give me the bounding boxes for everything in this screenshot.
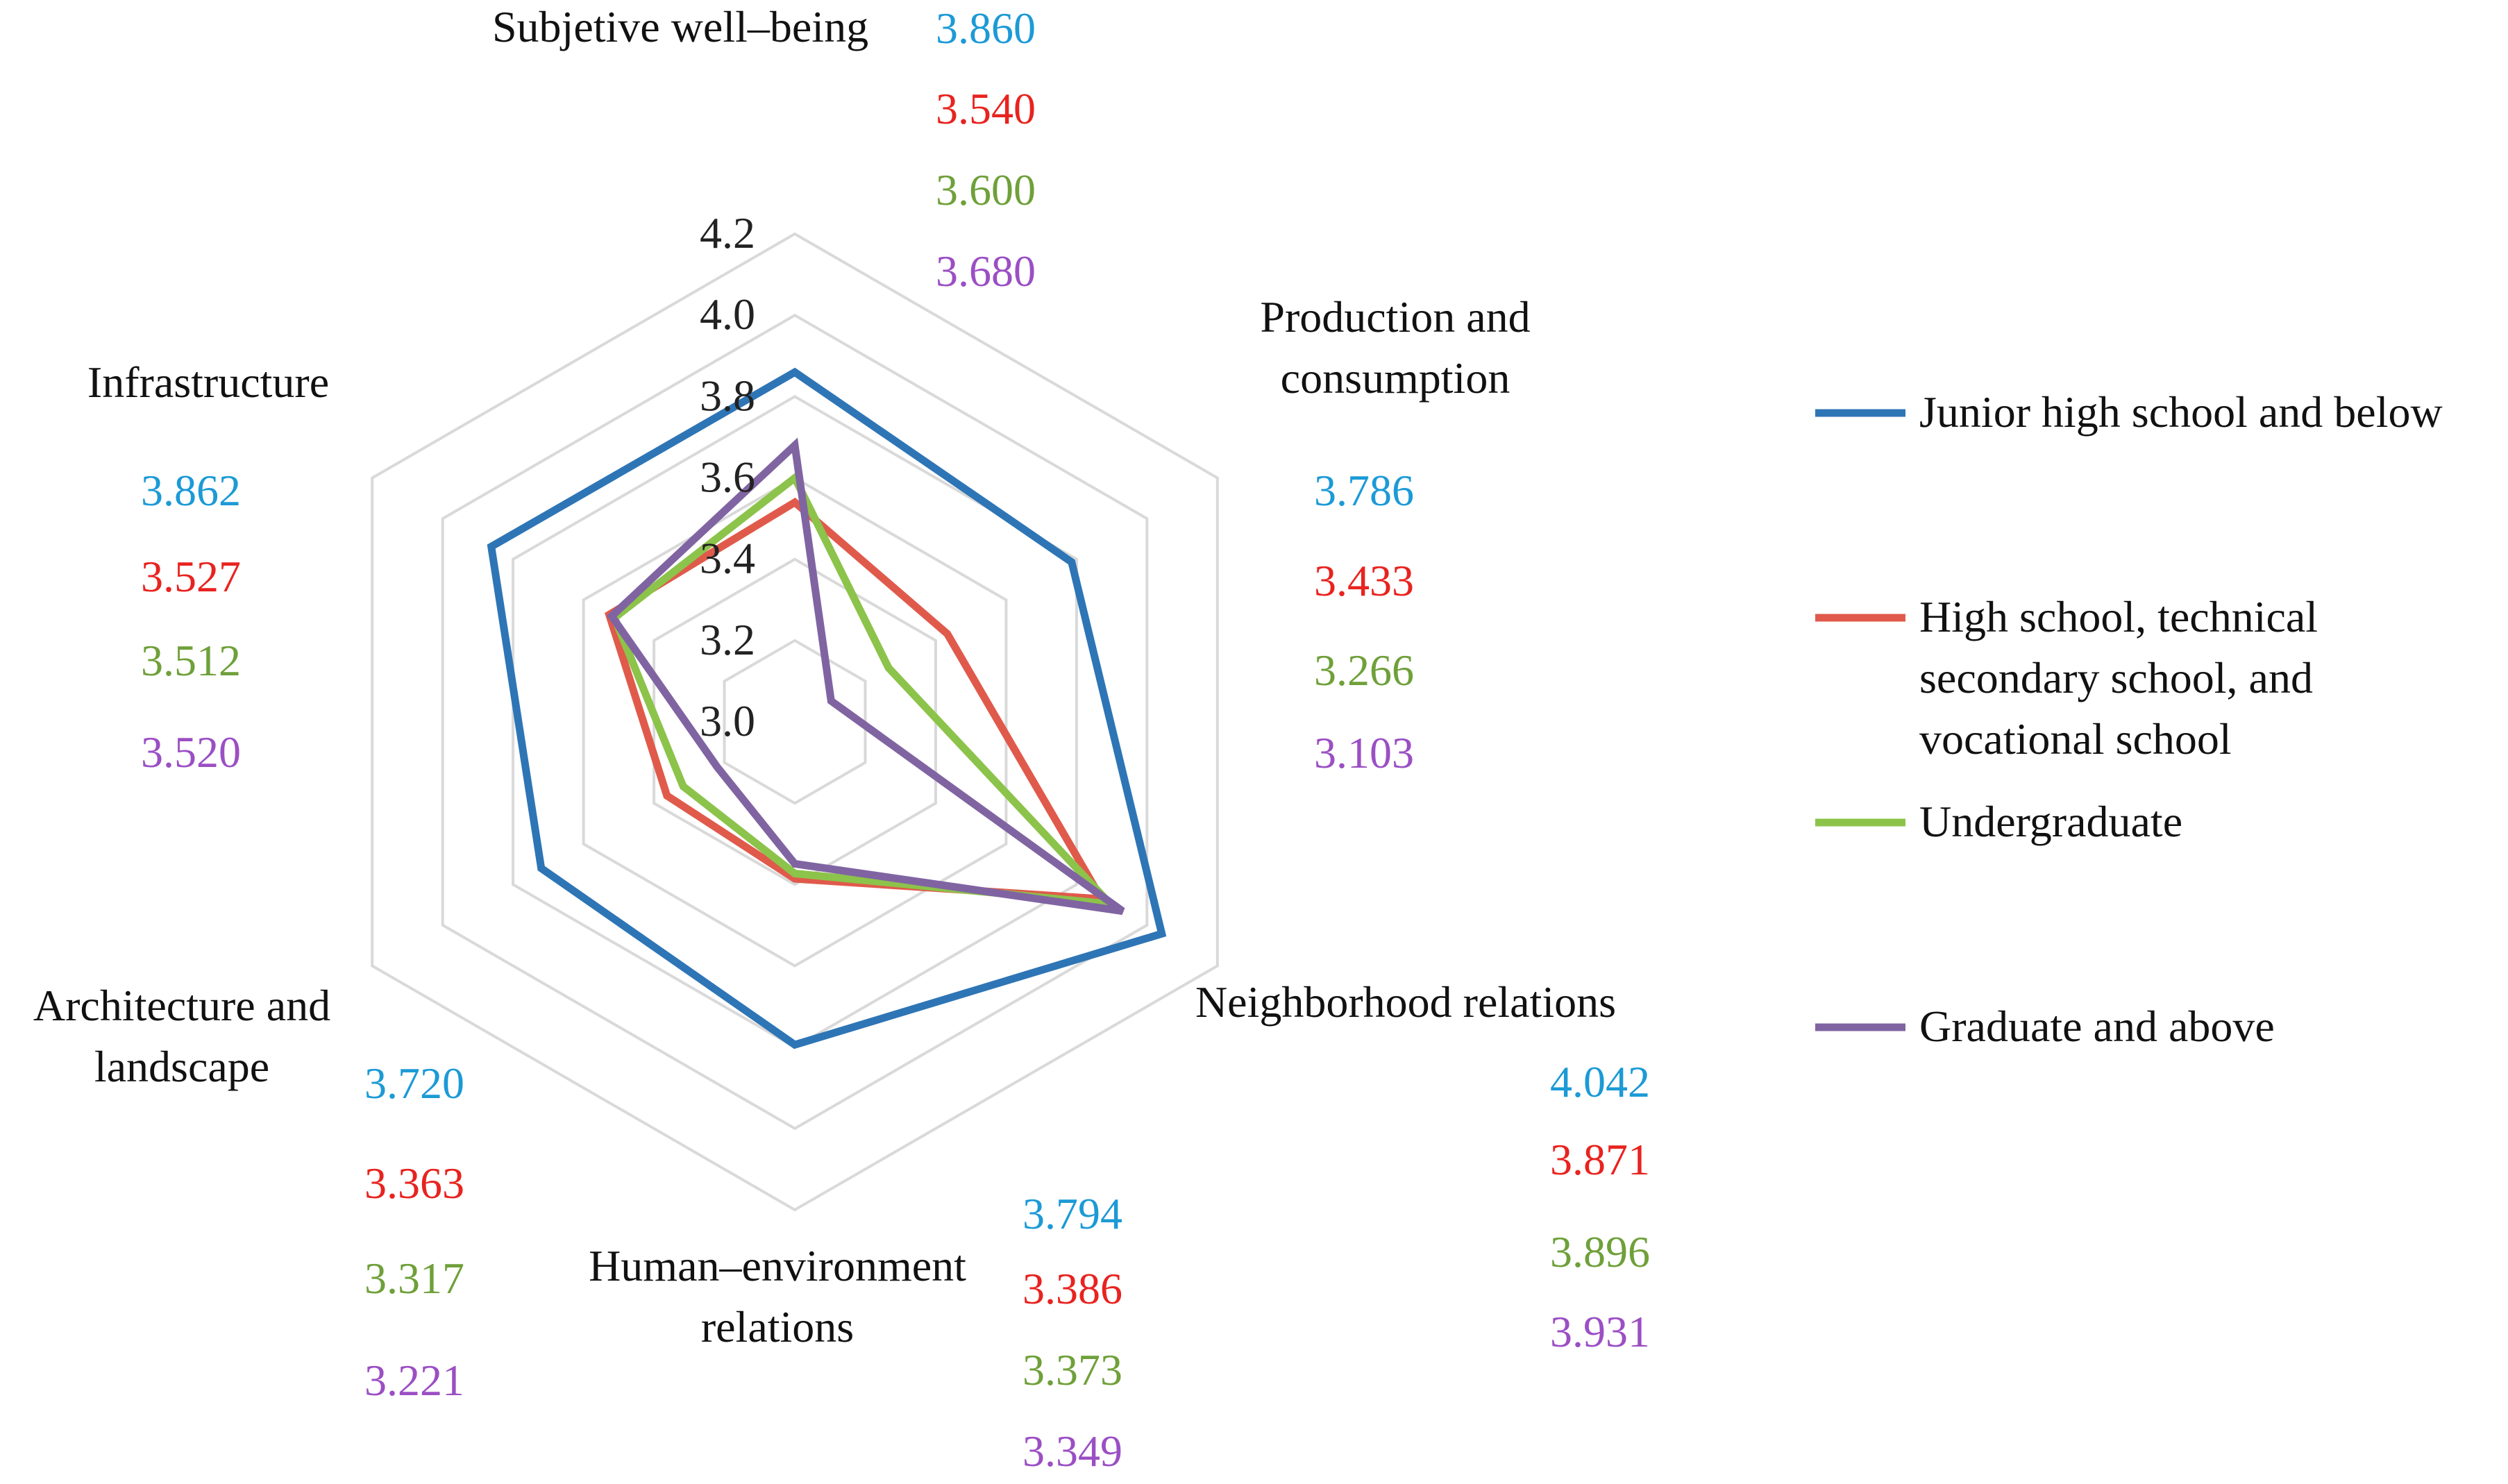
data-label: 3.363 xyxy=(364,1158,464,1208)
data-label: 3.862 xyxy=(141,466,241,515)
data-label: 3.794 xyxy=(1022,1189,1122,1238)
data-label: 3.433 xyxy=(1314,556,1414,605)
axis-tick-labels: 3.0 3.2 3.4 3.6 3.8 4.0 4.2 xyxy=(700,208,755,745)
data-label: 3.786 xyxy=(1314,466,1414,515)
category-label: Neighborhood relations xyxy=(1195,977,1616,1027)
value-labels: 3.860 3.786 4.042 3.794 3.720 3.862 3.540 3.433… xyxy=(141,3,1650,1476)
axis-tick-label: 4.0 xyxy=(700,289,755,339)
grid-ring xyxy=(371,232,1219,1212)
data-label: 3.520 xyxy=(141,727,241,777)
grid-ring xyxy=(441,313,1149,1131)
data-label: 3.540 xyxy=(936,84,1036,133)
series-line-4 xyxy=(606,437,1125,916)
data-label: 3.221 xyxy=(364,1356,464,1405)
data-label: 3.386 xyxy=(1022,1264,1122,1313)
data-label: 3.720 xyxy=(364,1059,464,1108)
series-lines xyxy=(487,367,1167,1049)
series-line-1 xyxy=(487,367,1167,1049)
category-label: Production and consumption xyxy=(1260,292,1530,403)
data-label: 3.871 xyxy=(1550,1135,1650,1184)
category-label: Human–environment relations xyxy=(589,1241,966,1351)
legend-label: High school, technical secondary school, … xyxy=(1919,592,2318,764)
grid-ring xyxy=(723,639,867,805)
data-label: 3.512 xyxy=(141,636,241,685)
data-label: 3.896 xyxy=(1550,1227,1650,1276)
legend: Junior high school and below High school,… xyxy=(1815,387,2443,1051)
data-label: 3.680 xyxy=(936,246,1036,296)
category-labels: Subjetive well–being Production and consum… xyxy=(33,2,1616,1351)
data-label: 3.600 xyxy=(936,165,1036,214)
legend-label: Undergraduate xyxy=(1919,797,2182,846)
data-label: 3.349 xyxy=(1022,1426,1122,1476)
data-label: 3.103 xyxy=(1314,728,1414,777)
axis-tick-label: 3.4 xyxy=(700,534,755,583)
category-label: Subjetive well–being xyxy=(492,2,868,51)
grid-ring xyxy=(653,557,937,886)
axis-tick-label: 3.8 xyxy=(700,371,755,420)
axis-tick-label: 3.6 xyxy=(700,453,755,502)
data-label: 4.042 xyxy=(1550,1057,1650,1106)
data-label: 3.860 xyxy=(936,3,1036,53)
radar-grid xyxy=(371,232,1219,1212)
axis-tick-label: 3.0 xyxy=(700,696,755,745)
grid-ring xyxy=(582,476,1008,968)
category-label: Infrastructure xyxy=(87,357,329,407)
axis-tick-label: 3.2 xyxy=(700,615,755,664)
category-label: Architecture and landscape xyxy=(33,981,330,1091)
grid-ring xyxy=(512,394,1078,1049)
legend-label: Graduate and above xyxy=(1919,1002,2275,1051)
legend-label: Junior high school and below xyxy=(1919,387,2443,437)
axis-tick-label: 4.2 xyxy=(700,208,755,258)
data-label: 3.317 xyxy=(364,1254,464,1303)
data-label: 3.373 xyxy=(1022,1345,1122,1394)
data-label: 3.527 xyxy=(141,552,241,601)
data-label: 3.266 xyxy=(1314,646,1414,695)
data-label: 3.931 xyxy=(1550,1307,1650,1356)
